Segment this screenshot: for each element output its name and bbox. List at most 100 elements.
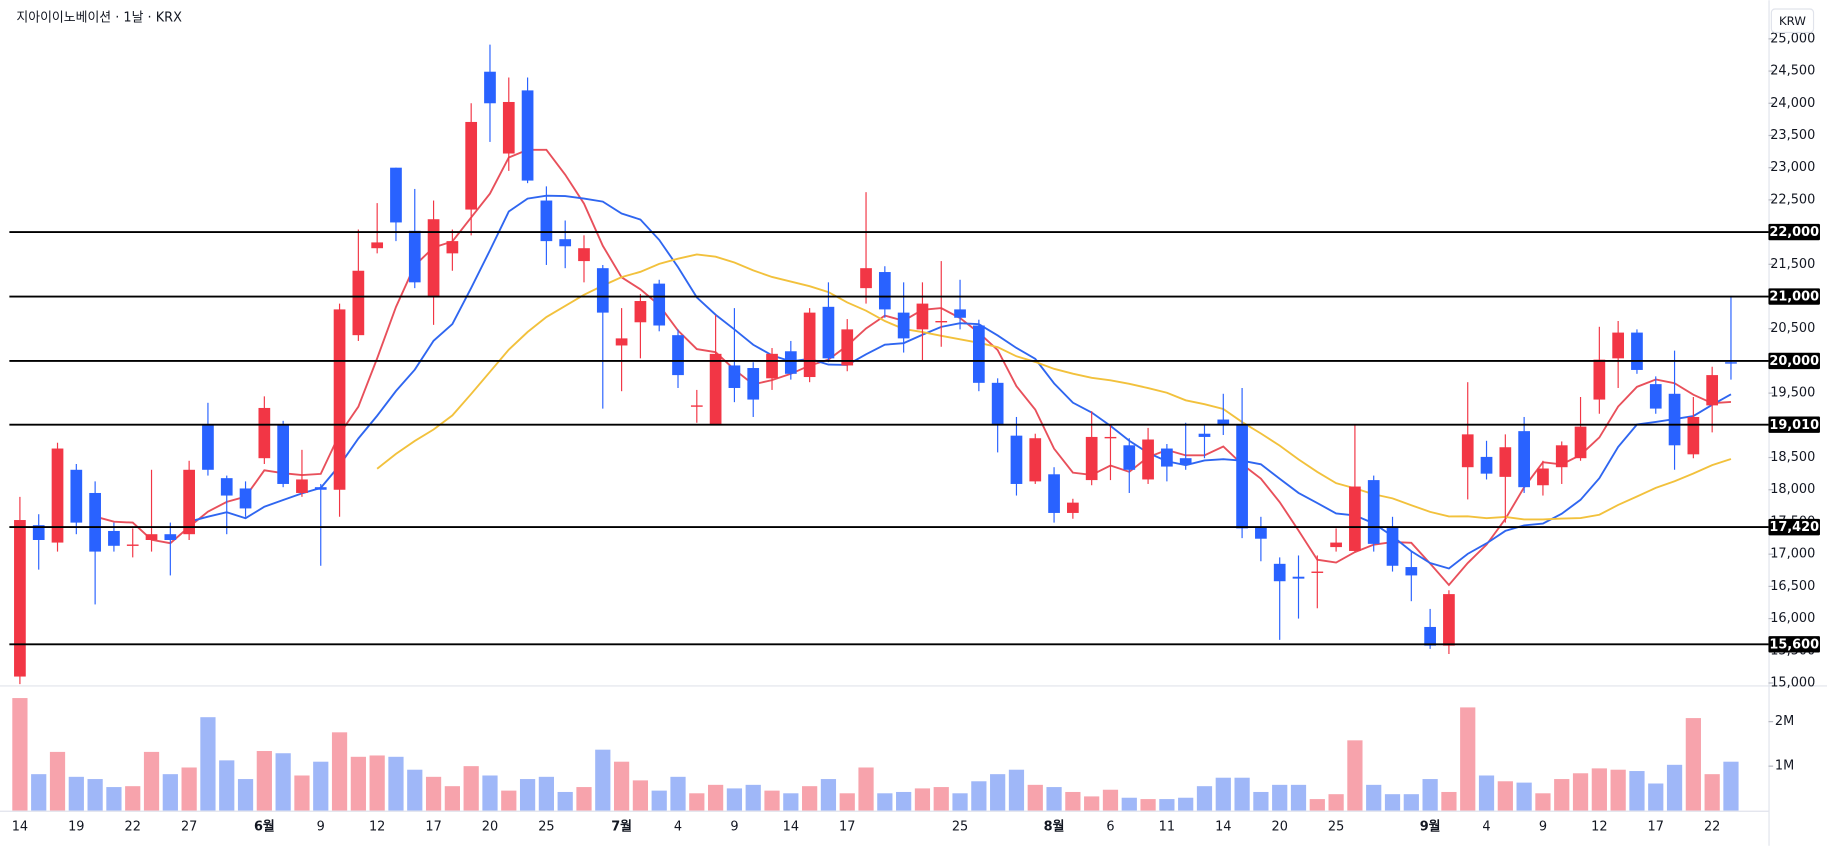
volume-bar: [708, 784, 724, 811]
x-tick-label: 12: [1591, 820, 1607, 835]
candle-body: [1555, 445, 1568, 468]
candle-body: [991, 382, 1004, 426]
currency-button-label[interactable]: KRW: [1779, 14, 1806, 28]
candle-body: [502, 101, 515, 154]
y-tick-label: 18,000: [1770, 482, 1815, 497]
level-label-box: [1768, 416, 1820, 433]
x-tick-label: 4: [1482, 820, 1490, 835]
volume-bar: [1591, 768, 1607, 811]
x-tick-label: 6월: [254, 819, 275, 835]
candle-body: [1668, 393, 1681, 446]
volume-bar: [482, 775, 498, 811]
volume-bar: [519, 779, 536, 811]
moving-average: [94, 148, 1732, 587]
level-label-box: [1768, 288, 1820, 305]
currency-button[interactable]: [1770, 8, 1815, 34]
volume-bar: [1497, 781, 1513, 811]
candle-body: [51, 448, 64, 543]
candle-body: [1236, 425, 1248, 529]
x-tick-label: 9: [730, 820, 738, 835]
candle-body: [972, 325, 985, 383]
volume-bar: [313, 761, 329, 811]
levels: 22,000 21,000 20,000 19,010 17,420 15,600: [9, 223, 1820, 653]
candle-body: [878, 272, 891, 310]
volume-bar: [1441, 791, 1457, 811]
candle-body: [784, 351, 797, 374]
candle-body: [1461, 434, 1474, 468]
x-tick-label: 20: [482, 820, 498, 835]
volume-bar: [143, 751, 160, 811]
volume-bar: [971, 781, 987, 811]
x-tick-label: 9: [317, 820, 325, 835]
volume-bar: [294, 775, 310, 811]
candle-body: [954, 309, 966, 318]
volume-bar: [1309, 799, 1325, 811]
level-label: 22,000: [1769, 225, 1819, 240]
volume-bar: [1554, 779, 1570, 811]
volume-bar: [1272, 784, 1288, 811]
volume-bar: [68, 776, 84, 811]
y-tick-label: 22,500: [1770, 192, 1815, 207]
volume-bar: [407, 769, 423, 811]
volume-bar: [425, 776, 442, 811]
level-label: 19,010: [1769, 418, 1819, 433]
volume-bar: [388, 756, 404, 811]
candle-body: [1574, 426, 1587, 459]
volume-bar: [1196, 786, 1213, 811]
candle-body: [596, 268, 609, 313]
volume-bar: [275, 753, 291, 811]
volume-bar: [1535, 793, 1551, 811]
level-label-box: [1768, 518, 1820, 536]
y-tick-label: 17,000: [1770, 547, 1815, 562]
volume-bar: [219, 760, 235, 811]
x-tick-label: 25: [952, 820, 968, 835]
candle-body: [183, 469, 195, 535]
volume-bar: [538, 776, 555, 811]
volume-bar: [1366, 784, 1382, 811]
x-tick-label: 11: [1159, 820, 1175, 835]
candle-body: [1725, 362, 1737, 364]
candle-body: [916, 303, 929, 330]
x-tick-label: 25: [538, 820, 554, 835]
candle-body: [540, 200, 553, 242]
y-tick-label: 16,000: [1770, 611, 1815, 626]
candle-body: [1631, 332, 1643, 370]
volume-tick-label: 2M: [1775, 714, 1794, 729]
x-tick-label: 17: [839, 820, 855, 835]
candle-body: [145, 534, 158, 540]
volume-bar: [632, 780, 649, 811]
x-tick-label: 25: [1328, 820, 1344, 835]
volume-bar: [1178, 797, 1194, 811]
volume-bar: [557, 791, 573, 811]
volume-bar: [689, 793, 705, 811]
volume-bar: [1253, 791, 1269, 811]
candle-body: [1142, 439, 1154, 480]
candle-body: [672, 335, 684, 376]
candle-body: [1067, 502, 1079, 513]
level-label: 21,000: [1769, 290, 1819, 305]
volume-bar: [1140, 799, 1156, 811]
candles: [14, 44, 1737, 685]
candle-body: [126, 544, 139, 546]
y-tick-label: 23,000: [1770, 160, 1815, 175]
candle-body: [841, 329, 854, 366]
volume-bar: [933, 787, 949, 811]
candle-body: [408, 230, 421, 283]
candle-body: [1706, 375, 1719, 406]
x-tick-label: 7월: [611, 819, 632, 835]
volume-bar: [745, 784, 761, 811]
candle-body: [803, 312, 816, 378]
volume-bar: [651, 790, 667, 811]
volume-bar: [896, 791, 912, 811]
volume-bar: [877, 793, 893, 811]
volume-bar: [1572, 773, 1589, 811]
candle-body: [1029, 438, 1042, 482]
candle-body: [333, 309, 346, 490]
volume-bar: [839, 793, 855, 811]
volume-bar: [670, 776, 686, 811]
volume-bar: [1723, 761, 1739, 811]
y-tick-label: 16,500: [1770, 579, 1815, 594]
volume-bar: [1234, 777, 1250, 811]
candle-body: [747, 368, 760, 400]
